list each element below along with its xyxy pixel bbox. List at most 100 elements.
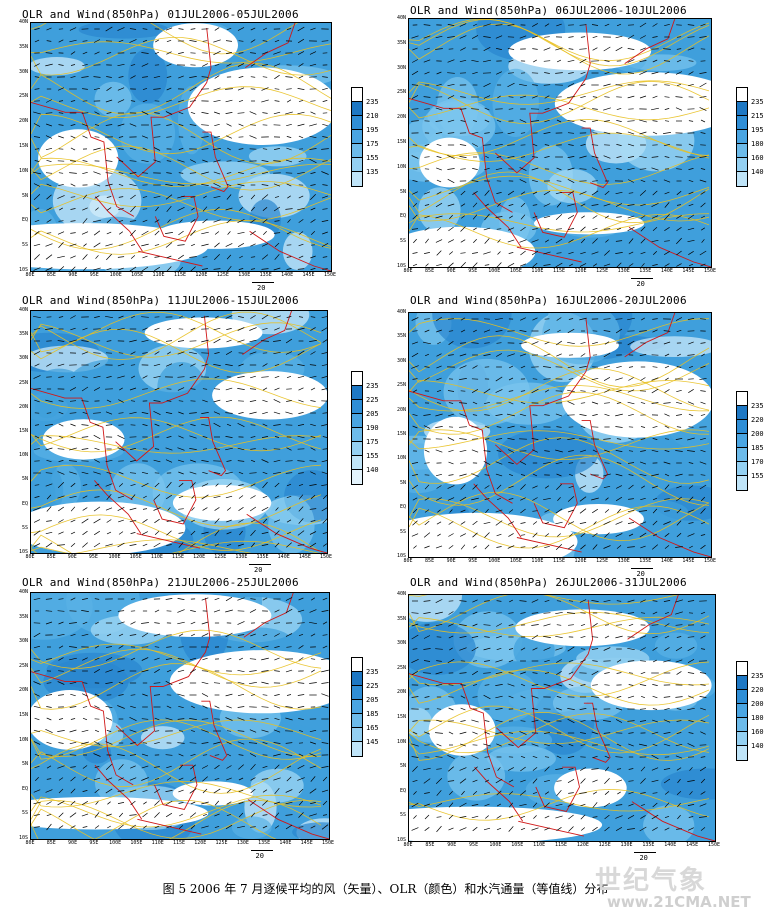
wind-vector	[58, 657, 64, 661]
wind-vector	[298, 387, 304, 391]
wind-vector	[33, 136, 41, 138]
y-tick-label: 10N	[18, 452, 28, 459]
wind-vector	[507, 227, 515, 231]
wind-vector	[413, 791, 417, 795]
wind-vector	[603, 647, 611, 651]
moisture-flux-contour	[409, 368, 710, 412]
y-tick-label: 10N	[396, 163, 406, 170]
wind-vector	[495, 376, 503, 382]
wind-vector	[591, 144, 599, 146]
wind-vector	[675, 156, 683, 158]
wind-vector	[81, 741, 89, 745]
wind-vector	[664, 71, 670, 75]
wind-vector	[142, 375, 148, 379]
colorbar-swatch	[351, 699, 363, 715]
wind-vector	[580, 623, 586, 627]
wind-vector	[70, 776, 76, 782]
wind-vector	[201, 124, 209, 126]
wind-vector	[615, 426, 623, 428]
wind-vector	[628, 192, 634, 194]
wind-vector	[604, 71, 610, 75]
wind-vector	[286, 99, 292, 103]
panel-title: OLR and Wind(850hPa) 06JUL2006-10JUL2006	[410, 4, 687, 17]
wind-vector	[616, 390, 622, 392]
wind-vector	[238, 519, 244, 523]
wind-vector	[213, 87, 221, 91]
wind-vector	[117, 434, 125, 440]
wind-vector	[70, 825, 76, 829]
colorbar-swatch	[351, 685, 363, 701]
wind-vector	[141, 482, 149, 488]
wind-vector	[628, 179, 634, 183]
wind-vector	[189, 100, 197, 102]
coastline	[533, 483, 578, 529]
x-tick-label: 85E	[46, 272, 56, 278]
colorbar-swatch	[736, 433, 748, 449]
wind-vector	[495, 330, 503, 332]
wind-vector	[202, 754, 208, 756]
wind-vector	[225, 99, 233, 103]
wind-vector	[143, 495, 147, 499]
wind-vector	[46, 459, 52, 463]
wind-vector	[237, 460, 245, 462]
wind-vector	[273, 399, 281, 403]
wind-vector	[628, 533, 634, 537]
wind-vector	[202, 520, 208, 522]
wind-vector	[591, 401, 599, 405]
moisture-flux-contour	[31, 648, 322, 688]
wind-vector	[664, 623, 670, 627]
wind-vector	[251, 542, 255, 548]
wind-vector	[555, 768, 563, 770]
wind-vector	[496, 262, 502, 267]
wind-vector	[520, 401, 526, 405]
wind-vector	[639, 743, 647, 747]
wind-vector	[592, 485, 598, 489]
wind-vector	[423, 425, 431, 429]
wind-vector	[615, 46, 623, 52]
y-tick-label: 10N	[396, 455, 406, 462]
wind-vector	[412, 203, 418, 207]
wind-vector	[423, 767, 431, 771]
wind-vector	[129, 634, 137, 636]
wind-vector	[568, 671, 574, 675]
wind-vector	[520, 695, 526, 699]
wind-vector	[497, 95, 501, 99]
wind-vector	[473, 227, 477, 231]
wind-vector	[652, 190, 658, 196]
wind-vector	[178, 148, 184, 150]
wind-vector	[285, 351, 293, 355]
wind-vector	[603, 155, 611, 159]
wind-vector	[213, 411, 221, 415]
coastline	[115, 315, 210, 462]
colorbar-swatch	[736, 689, 748, 705]
colorbar-label: 145	[366, 738, 379, 746]
wind-vector	[652, 708, 658, 710]
wind-vector	[688, 365, 694, 369]
wind-vector	[436, 83, 442, 87]
wind-vector	[556, 671, 562, 675]
wind-vector	[274, 482, 280, 488]
wind-vector	[676, 227, 682, 231]
wind-vector	[616, 365, 622, 369]
wind-vector	[472, 766, 478, 772]
wind-vector	[237, 87, 245, 91]
wind-vector	[129, 777, 137, 781]
wind-vector	[130, 532, 136, 534]
wind-vector	[627, 599, 635, 603]
wind-vector	[580, 648, 586, 650]
wind-vector	[472, 23, 478, 27]
wind-vector	[412, 47, 418, 51]
wind-vector	[142, 39, 148, 43]
wind-vector	[520, 671, 526, 675]
wind-vector	[556, 426, 562, 428]
wind-vector	[652, 120, 658, 122]
wind-vector	[297, 435, 305, 439]
wind-vector	[178, 633, 184, 637]
wind-vector	[615, 84, 623, 86]
wind-vector	[460, 252, 466, 254]
wind-vector	[93, 375, 101, 379]
wind-vector	[46, 435, 52, 439]
wind-vector	[447, 95, 455, 99]
wind-vector	[46, 717, 52, 721]
wind-vector	[435, 648, 443, 650]
